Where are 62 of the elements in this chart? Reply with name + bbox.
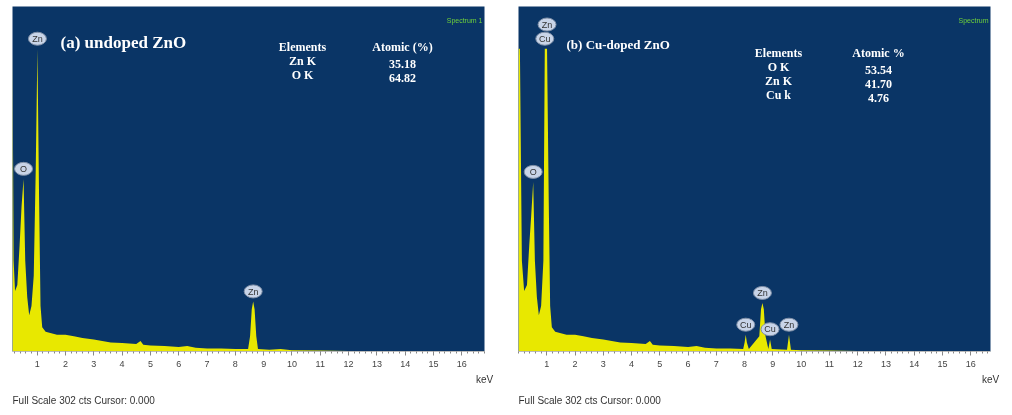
x-tick-label: 9 xyxy=(770,358,776,369)
x-tick-label: 13 xyxy=(371,358,382,369)
annotation: Zn K xyxy=(288,53,317,68)
x-tick-label: 13 xyxy=(880,358,891,369)
x-tick-label: 1 xyxy=(544,358,550,369)
x-tick-label: 7 xyxy=(204,358,210,369)
x-tick-label: 3 xyxy=(600,358,606,369)
text: Full Scale 302 cts Cursor: 0.000 xyxy=(518,394,662,406)
chart-title: (a) undoped ZnO xyxy=(60,32,187,52)
x-tick-label: 3 xyxy=(91,358,97,369)
annotation: Cu xyxy=(764,324,776,335)
annotation: Zn xyxy=(757,288,768,299)
annotation: Zn xyxy=(32,33,43,44)
x-tick-label: 10 xyxy=(286,358,297,369)
annotation: 4.76 xyxy=(868,90,889,105)
annotation: Zn xyxy=(541,19,553,30)
x-tick-label: 9 xyxy=(261,358,267,369)
annotation: 53.54 xyxy=(865,62,892,77)
annotation: 41.70 xyxy=(865,76,892,91)
x-tick-label: 5 xyxy=(147,358,153,369)
annotation: O K xyxy=(767,59,790,74)
x-tick-label: 12 xyxy=(852,358,863,369)
x-tick-label: 11 xyxy=(824,358,835,369)
annotation: Zn K xyxy=(764,73,793,88)
x-axis-title: keV xyxy=(475,373,494,385)
x-tick-label: 10 xyxy=(796,358,807,369)
x-tick-label: 4 xyxy=(119,358,125,369)
x-tick-label: 15 xyxy=(937,358,948,369)
x-tick-label: 2 xyxy=(62,358,68,369)
x-tick-label: 8 xyxy=(232,358,238,369)
x-tick-label: 8 xyxy=(742,358,748,369)
annotation: O xyxy=(529,167,537,178)
annotation: O xyxy=(20,164,28,174)
x-tick-label: 7 xyxy=(713,358,719,369)
x-tick-label: 6 xyxy=(176,358,182,369)
chart-title: (b) Cu-doped ZnO xyxy=(566,36,670,52)
annotation: Zn xyxy=(783,319,795,330)
annotation: Cu k xyxy=(765,87,792,102)
x-tick-label: 1 xyxy=(34,358,40,369)
x-tick-label: 11 xyxy=(315,358,325,369)
x-tick-label: 6 xyxy=(685,358,691,369)
x-tick-label: 14 xyxy=(400,358,411,369)
annotation: Atomic % xyxy=(852,45,905,60)
x-tick-label: 12 xyxy=(343,358,354,369)
annotation: Elements xyxy=(278,39,327,54)
annotation: O K xyxy=(291,67,314,82)
annotation: Cu xyxy=(539,33,551,44)
x-tick-label: 2 xyxy=(572,358,578,369)
annotation: 64.82 xyxy=(389,70,416,85)
annotation: Zn xyxy=(247,286,259,297)
x-tick-label: 4 xyxy=(629,358,635,369)
x-tick-label: 16 xyxy=(456,358,467,369)
text: Full Scale 302 cts Cursor: 0.000 xyxy=(12,394,156,406)
x-axis-title: keV xyxy=(981,373,1000,385)
annotation: Elements xyxy=(754,45,803,60)
x-tick-label: 16 xyxy=(965,358,976,369)
x-tick-label: 15 xyxy=(428,358,439,369)
annotation: Cu xyxy=(739,319,752,330)
annotation: Atomic (%) xyxy=(372,39,433,54)
x-tick-label: 14 xyxy=(909,358,920,369)
x-tick-label: 5 xyxy=(657,358,663,369)
annotation: 35.18 xyxy=(389,56,416,71)
